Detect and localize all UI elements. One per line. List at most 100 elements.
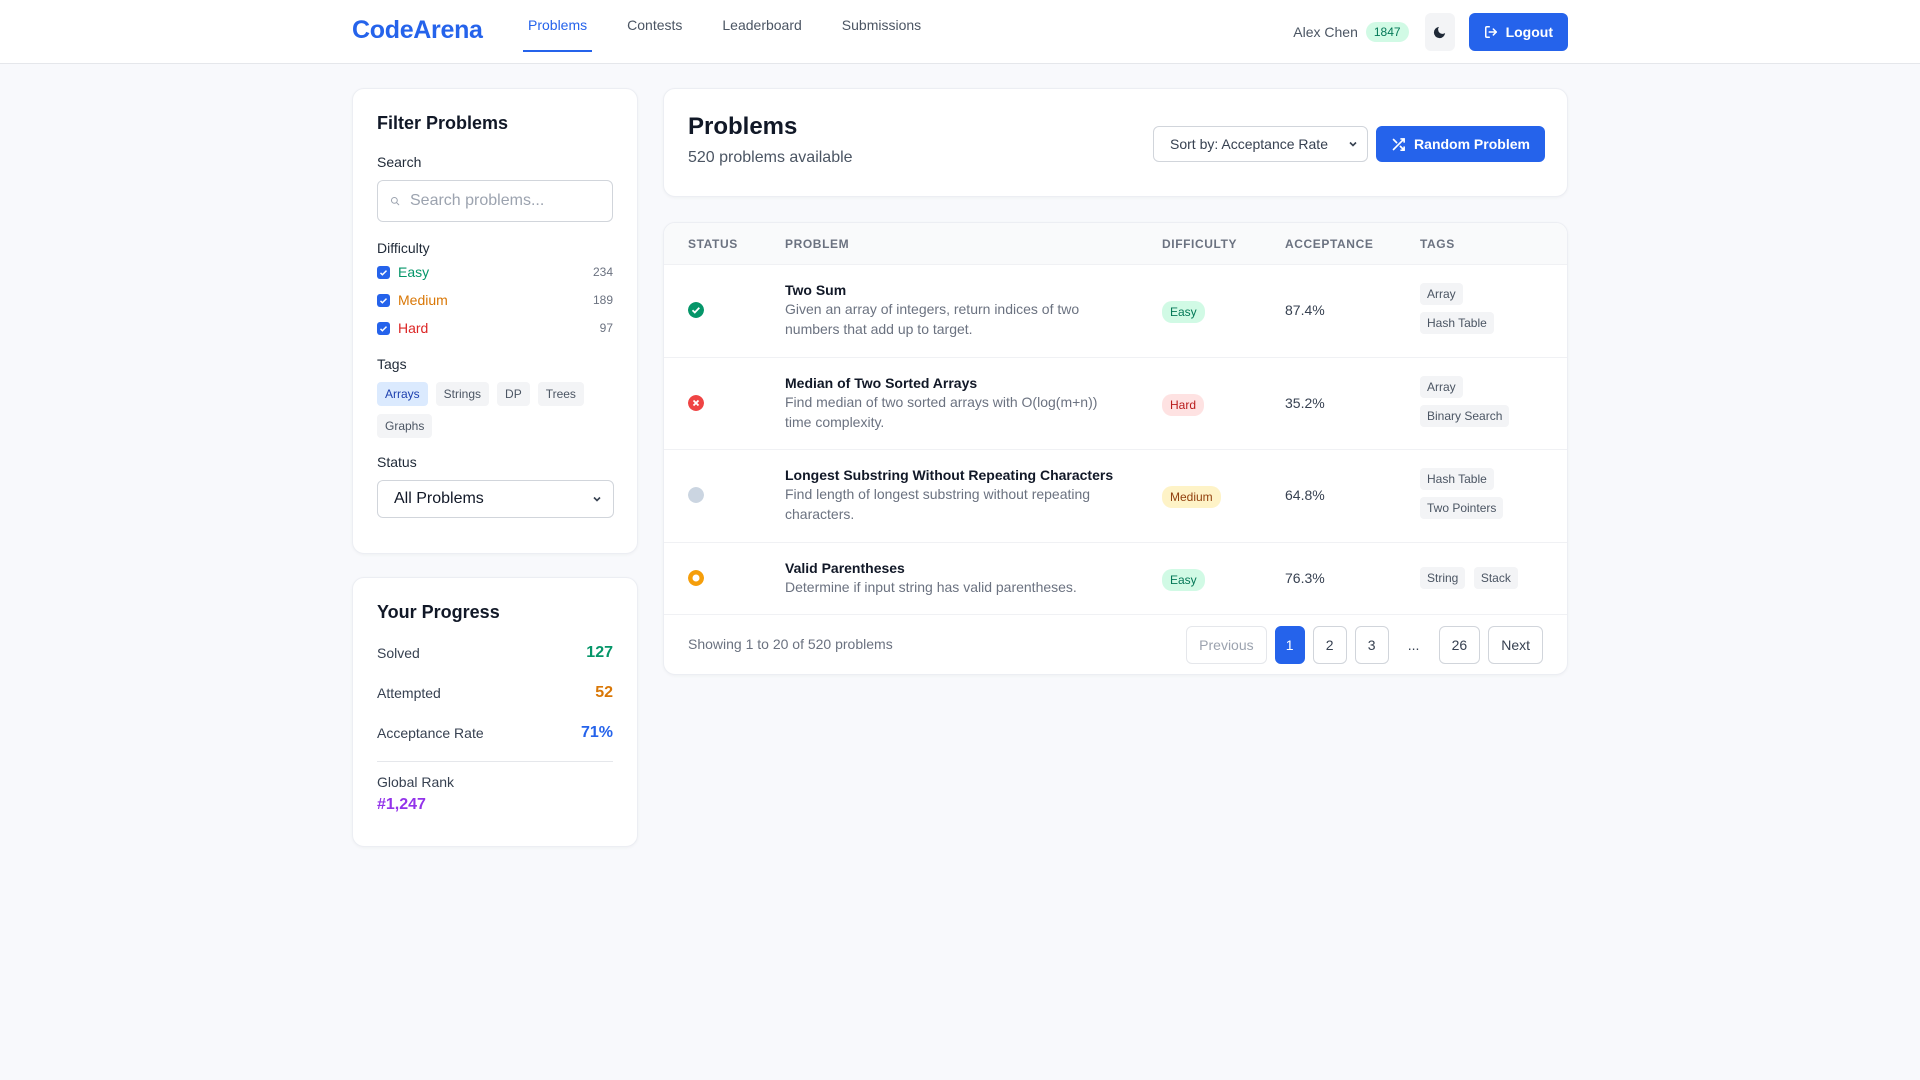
shuffle-icon (1392, 137, 1405, 151)
nav-leaderboard[interactable]: Leaderboard (722, 17, 802, 33)
solved-label: Solved (377, 645, 420, 661)
easy-checkbox[interactable] (377, 265, 390, 279)
acceptance-row: Acceptance Rate 71% (377, 713, 613, 753)
nav-submissions[interactable]: Submissions (841, 17, 922, 33)
col-acceptance: ACCEPTANCE (1285, 237, 1374, 251)
failed-x-icon (688, 395, 704, 411)
progress-title: Your Progress (377, 602, 500, 622)
sort-select[interactable]: Sort by: Acceptance Rate (1153, 126, 1368, 162)
check-icon (379, 297, 388, 304)
problems-header: Problems 520 problems available Sort by:… (663, 88, 1568, 197)
problem-tag[interactable]: String (1420, 567, 1466, 589)
hard-checkbox[interactable] (377, 321, 390, 335)
acceptance-rate: 87.4% (1285, 302, 1325, 318)
nav-problems[interactable]: Problems (523, 0, 593, 52)
acceptance-rate: 76.3% (1285, 570, 1325, 586)
progress-stats: Solved 127 Attempted 52 Acceptance Rate … (377, 633, 613, 753)
col-problem: PROBLEM (785, 237, 850, 251)
tag-list: Array Binary Search (1420, 376, 1510, 427)
attempted-value: 52 (595, 684, 613, 701)
pagination: Previous 1 2 3 ... 26 Next (1186, 626, 1543, 664)
acceptance-rate: 35.2% (1285, 395, 1325, 411)
filter-panel: Filter Problems Search Difficulty Easy 2… (352, 88, 638, 554)
pagination-page-26[interactable]: 26 (1438, 626, 1481, 664)
search-icon (390, 196, 400, 206)
problem-tag[interactable]: Array (1420, 283, 1463, 305)
rating-badge: 1847 (1365, 22, 1409, 42)
unattempted-circle-icon (688, 487, 704, 503)
chevron-down-icon (593, 496, 601, 502)
status-select-value: All Problems (394, 490, 484, 507)
problem-tag[interactable]: Stack (1473, 567, 1518, 589)
col-status: STATUS (688, 237, 738, 251)
pagination-previous[interactable]: Previous (1186, 626, 1267, 664)
status-label: Status (377, 454, 417, 470)
rank-section: Global Rank #1,247 (377, 761, 613, 814)
difficulty-label: Difficulty (377, 240, 430, 256)
search-box (377, 180, 613, 222)
problem-desc: Determine if input string has valid pare… (785, 579, 1077, 595)
user-name: Alex Chen (1293, 24, 1358, 40)
user-area: Alex Chen 1847 Logout (1293, 12, 1568, 52)
top-header: CodeArena Problems Contests Leaderboard … (0, 0, 1920, 64)
difficulty-badge: Hard (1162, 394, 1205, 416)
medium-count: 189 (592, 293, 613, 307)
difficulty-badge: Easy (1162, 569, 1205, 591)
logo[interactable]: CodeArena (352, 16, 483, 44)
check-icon (379, 269, 388, 276)
problem-title[interactable]: Longest Substring Without Repeating Char… (785, 467, 1114, 483)
difficulty-easy[interactable]: Easy 234 (377, 258, 613, 286)
problem-tag[interactable]: Hash Table (1420, 312, 1494, 334)
nav-contests[interactable]: Contests (627, 17, 683, 33)
medium-label: Medium (398, 292, 448, 308)
problem-tag[interactable]: Array (1420, 376, 1463, 398)
pagination-summary: Showing 1 to 20 of 520 problems (688, 636, 893, 652)
easy-label: Easy (398, 264, 430, 280)
problems-count: 520 problems available (688, 149, 853, 166)
filter-title: Filter Problems (377, 113, 509, 133)
hard-count: 97 (599, 321, 613, 335)
medium-checkbox[interactable] (377, 293, 390, 307)
col-difficulty: DIFFICULTY (1162, 237, 1238, 251)
table-row[interactable]: Median of Two Sorted Arrays Find median … (664, 358, 1567, 450)
main-nav: Problems Contests Leaderboard Submission… (523, 0, 956, 64)
problem-title[interactable]: Median of Two Sorted Arrays (785, 375, 978, 391)
logout-button[interactable]: Logout (1468, 13, 1568, 51)
problem-title[interactable]: Two Sum (785, 282, 847, 298)
acceptance-rate: 64.8% (1285, 487, 1325, 503)
col-tags: TAGS (1420, 237, 1455, 251)
difficulty-medium[interactable]: Medium 189 (377, 286, 613, 314)
tag-chip-trees[interactable]: Trees (537, 382, 584, 406)
problem-tag[interactable]: Hash Table (1420, 468, 1494, 490)
random-problem-label: Random Problem (1414, 136, 1530, 152)
problem-cell: Valid Parentheses Determine if input str… (785, 560, 1125, 597)
search-input[interactable] (410, 192, 600, 210)
tag-chip-strings[interactable]: Strings (435, 382, 490, 406)
hard-label: Hard (398, 320, 429, 336)
tag-chip-dp[interactable]: DP (497, 382, 530, 406)
pagination-next[interactable]: Next (1488, 626, 1543, 664)
theme-toggle-button[interactable] (1424, 13, 1455, 51)
status-select[interactable]: All Problems (377, 480, 614, 518)
tag-chip-arrays[interactable]: Arrays (377, 382, 428, 406)
problem-tag[interactable]: Binary Search (1420, 405, 1510, 427)
tag-chip-graphs[interactable]: Graphs (377, 414, 433, 438)
difficulty-list: Easy 234 Medium 189 Hard 97 (377, 258, 613, 342)
pagination-page-2[interactable]: 2 (1312, 626, 1347, 664)
table-row[interactable]: Valid Parentheses Determine if input str… (664, 543, 1567, 615)
logout-icon (1484, 25, 1497, 39)
problem-desc: Given an array of integers, return indic… (785, 301, 1080, 337)
problem-cell: Two Sum Given an array of integers, retu… (785, 282, 1125, 339)
table-row[interactable]: Two Sum Given an array of integers, retu… (664, 265, 1567, 358)
problem-tag[interactable]: Two Pointers (1420, 497, 1504, 519)
pagination-page-3[interactable]: 3 (1354, 626, 1389, 664)
tag-filter-list: Arrays Strings DP Trees Graphs (377, 382, 613, 438)
pagination-page-1[interactable]: 1 (1274, 626, 1305, 664)
table-row[interactable]: Longest Substring Without Repeating Char… (664, 450, 1567, 543)
difficulty-hard[interactable]: Hard 97 (377, 314, 613, 342)
problem-title[interactable]: Valid Parentheses (785, 560, 905, 576)
random-problem-button[interactable]: Random Problem (1376, 126, 1545, 162)
problems-table: STATUS PROBLEM DIFFICULTY ACCEPTANCE TAG… (663, 222, 1568, 675)
difficulty-badge: Medium (1162, 486, 1221, 508)
pagination-ellipsis: ... (1407, 637, 1420, 653)
